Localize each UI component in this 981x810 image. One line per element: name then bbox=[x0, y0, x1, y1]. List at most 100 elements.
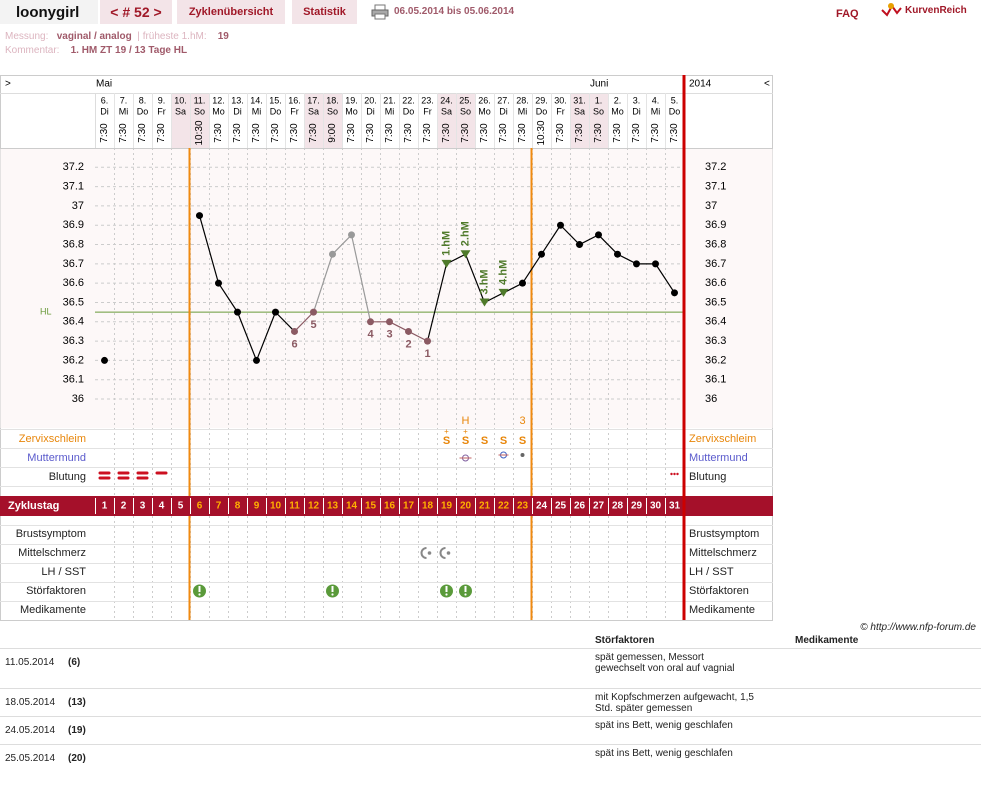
faq-link[interactable]: FAQ bbox=[836, 8, 859, 20]
cycle-day: 24 bbox=[536, 501, 548, 512]
y-tick-label: 36.1 bbox=[63, 374, 84, 386]
os-icon bbox=[520, 453, 525, 457]
user-box bbox=[0, 0, 98, 24]
credit: © http://www.nfp-forum.de bbox=[860, 622, 976, 633]
date-label: 23. bbox=[421, 95, 434, 105]
row-label: Brustsymptom bbox=[16, 528, 86, 540]
disturb-icon bbox=[464, 593, 467, 596]
weekend-bg bbox=[323, 93, 342, 148]
label: Messung: bbox=[5, 31, 49, 42]
hm-label: 1.hM bbox=[440, 231, 452, 256]
row-label: Zervixschleim bbox=[19, 433, 86, 445]
line-segment bbox=[389, 321, 409, 332]
line-segment bbox=[236, 311, 258, 361]
time-label: 7:30 bbox=[232, 123, 243, 143]
row-label-right: Störfaktoren bbox=[689, 585, 749, 597]
date-label: 22. bbox=[402, 95, 415, 105]
date-label: 27. bbox=[497, 95, 510, 105]
disturb-icon bbox=[464, 586, 467, 592]
note-date: 11.05.2014 bbox=[5, 657, 55, 668]
cycle-day: 17 bbox=[403, 501, 415, 512]
line-segment bbox=[408, 330, 428, 342]
cervix-sign: S bbox=[500, 435, 507, 447]
date-label: 8. bbox=[139, 95, 147, 105]
bleeding-icon bbox=[136, 476, 149, 480]
date-label: 13. bbox=[231, 95, 244, 105]
weekday-label: Mi bbox=[518, 106, 528, 116]
weekday-label: So bbox=[194, 106, 205, 116]
line-segment bbox=[464, 253, 486, 303]
count-label: 2 bbox=[405, 338, 411, 350]
hm-marker bbox=[441, 259, 452, 268]
date-label: 19. bbox=[345, 95, 358, 105]
date-label: 9. bbox=[158, 95, 166, 105]
disturb-icon bbox=[331, 593, 334, 596]
row-label: Medikamente bbox=[20, 604, 86, 616]
weekday-label: Mo bbox=[212, 106, 225, 116]
time-label: 7:30 bbox=[346, 123, 357, 143]
row-label: Mittelschmerz bbox=[18, 547, 86, 559]
cycle-day: 15 bbox=[365, 501, 377, 512]
y-tick-label: 36.4 bbox=[63, 316, 84, 328]
logo-text[interactable]: KurvenReich bbox=[905, 5, 967, 16]
temp-point bbox=[253, 356, 260, 364]
note-row: 24.05.2014 (19) spät ins Bett, wenig gesch… bbox=[0, 716, 981, 745]
temp-point bbox=[234, 308, 241, 316]
temp-point bbox=[215, 279, 222, 287]
line-segment bbox=[579, 234, 599, 246]
date-label: 15. bbox=[269, 95, 282, 105]
hm-marker bbox=[498, 288, 509, 297]
month-label: Juni bbox=[590, 79, 608, 90]
cycle-day: 29 bbox=[631, 501, 643, 512]
time-label: 7:30 bbox=[441, 123, 452, 143]
time-label: 7:30 bbox=[498, 123, 509, 143]
date-label: 16. bbox=[288, 95, 301, 105]
row-label-right: Zervixschleim bbox=[689, 433, 756, 445]
disturb-icon bbox=[331, 586, 334, 592]
row-label-right: Brustsymptom bbox=[689, 528, 759, 540]
cycle-day: 4 bbox=[159, 501, 165, 512]
y-tick-label: 37 bbox=[72, 200, 84, 212]
date-label: 29. bbox=[535, 95, 548, 105]
cycle-day: 16 bbox=[384, 501, 396, 512]
date-label: 11. bbox=[194, 95, 206, 105]
weekday-label: Di bbox=[632, 106, 641, 116]
weekday-label: Do bbox=[669, 106, 681, 116]
label: Kommentar: bbox=[5, 45, 60, 56]
temp-point bbox=[595, 231, 602, 239]
nav-tab[interactable]: Statistik bbox=[292, 0, 357, 24]
line-segment bbox=[617, 253, 637, 265]
print-icon[interactable] bbox=[371, 4, 389, 20]
time-label: 7:30 bbox=[460, 123, 471, 143]
nav-tab[interactable]: Zyklenübersicht bbox=[177, 0, 285, 24]
line-segment bbox=[332, 234, 352, 255]
date-label: 21. bbox=[383, 95, 396, 105]
note-text: spät ins Bett, wenig geschlafen bbox=[595, 748, 733, 759]
date-label: 1. bbox=[595, 95, 603, 105]
weekday-label: Mo bbox=[478, 106, 491, 116]
cycle-nav[interactable]: < # 52 > bbox=[100, 0, 172, 24]
row-label: Störfaktoren bbox=[26, 585, 86, 597]
note-cycle-day: (6) bbox=[68, 657, 81, 668]
weekday-label: So bbox=[327, 106, 338, 116]
line-segment bbox=[350, 234, 372, 322]
weekday-label: Mi bbox=[119, 106, 129, 116]
time-label: 7:30 bbox=[574, 123, 585, 143]
time-label: 7:30 bbox=[156, 123, 167, 143]
cervix-top: H bbox=[462, 415, 470, 427]
pain-icon bbox=[446, 551, 451, 555]
cervix-sign: S bbox=[481, 435, 488, 447]
weekday-label: Fr bbox=[556, 106, 565, 116]
cycle-band bbox=[0, 496, 773, 516]
bleeding-icon bbox=[676, 472, 679, 476]
y-tick-label: 36.9 bbox=[63, 219, 84, 231]
y-tick-label-right: 36.4 bbox=[705, 316, 726, 328]
line-segment bbox=[275, 311, 295, 332]
count-label: 1 bbox=[424, 348, 430, 360]
temp-point bbox=[196, 212, 203, 220]
time-label: 7:30 bbox=[517, 123, 528, 143]
cycle-day: 2 bbox=[121, 501, 127, 512]
time-label: 7:30 bbox=[289, 123, 300, 143]
y-tick-label-right: 36.3 bbox=[705, 335, 726, 347]
